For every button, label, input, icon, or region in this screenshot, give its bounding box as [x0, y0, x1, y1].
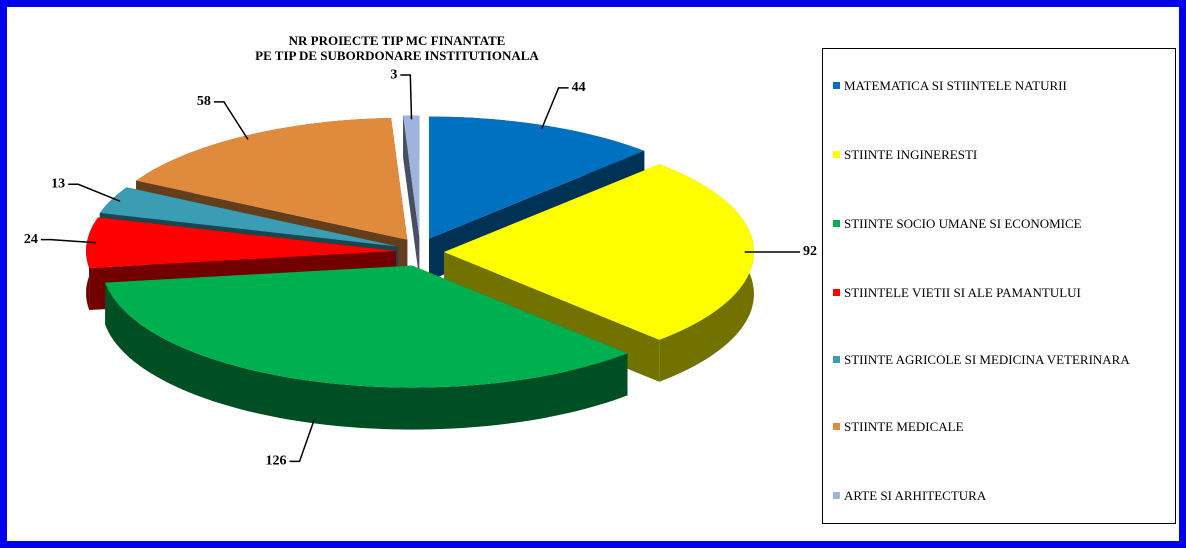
legend-label: STIINTELE VIETII SI ALE PAMANTULUI: [844, 285, 1081, 300]
leader-line: [213, 101, 249, 140]
legend-swatch: [833, 289, 840, 296]
data-label: 3: [390, 67, 397, 82]
slice: [86, 217, 397, 268]
leader-line: [40, 238, 97, 244]
pie-area: 44 92 126 24 13 58 3: [24, 67, 817, 469]
data-label: 13: [51, 176, 65, 191]
leader-line: [68, 183, 121, 202]
slice-wall: [105, 282, 628, 430]
leader-line: [400, 74, 413, 120]
legend-item: STIINTE SOCIO UMANE SI ECONOMICE: [833, 217, 1173, 230]
data-label: 58: [197, 94, 211, 109]
chart-title: NR PROIECTE TIP MC FINANTATE PE TIP DE S…: [255, 33, 539, 63]
legend-swatch: [833, 82, 840, 89]
legend-item: ARTE SI ARHITECTURA: [833, 489, 1173, 502]
legend-label: STIINTE SOCIO UMANE SI ECONOMICE: [844, 216, 1082, 231]
legend-swatch: [833, 220, 840, 227]
leader-line: [540, 87, 569, 130]
legend-label: STIINTE AGRICOLE SI MEDICINA VETERINARA: [844, 352, 1130, 367]
legend-swatch: [833, 356, 840, 363]
slice: [99, 187, 398, 247]
legend-item: STIINTE AGRICOLE SI MEDICINA VETERINARA: [833, 353, 1173, 366]
legend-label: ARTE SI ARHITECTURA: [844, 488, 987, 503]
legend-swatch: [833, 492, 840, 499]
legend-swatch: [833, 423, 840, 430]
legend-item: STIINTE INGINERESTI: [833, 148, 1173, 161]
legend-item: MATEMATICA SI STIINTELE NATURII: [833, 79, 1173, 92]
legend: MATEMATICA SI STIINTELE NATURII STIINTE I…: [822, 48, 1176, 524]
legend-item: STIINTE MEDICALE: [833, 420, 1173, 433]
legend-label: MATEMATICA SI STIINTELE NATURII: [844, 78, 1067, 93]
legend-label: STIINTE MEDICALE: [844, 419, 964, 434]
legend-label: STIINTE INGINERESTI: [844, 147, 978, 162]
legend-swatch: [833, 151, 840, 158]
data-label: 92: [803, 244, 817, 259]
slice: [429, 116, 645, 239]
legend-item: STIINTELE VIETII SI ALE PAMANTULUI: [833, 286, 1173, 299]
data-label: 44: [572, 80, 586, 95]
slice: [136, 118, 408, 240]
slice: [105, 265, 628, 388]
data-label: 126: [266, 454, 287, 469]
slice: [403, 115, 420, 238]
slice: [444, 164, 754, 340]
leader-line: [289, 419, 315, 463]
data-label: 24: [24, 232, 38, 247]
